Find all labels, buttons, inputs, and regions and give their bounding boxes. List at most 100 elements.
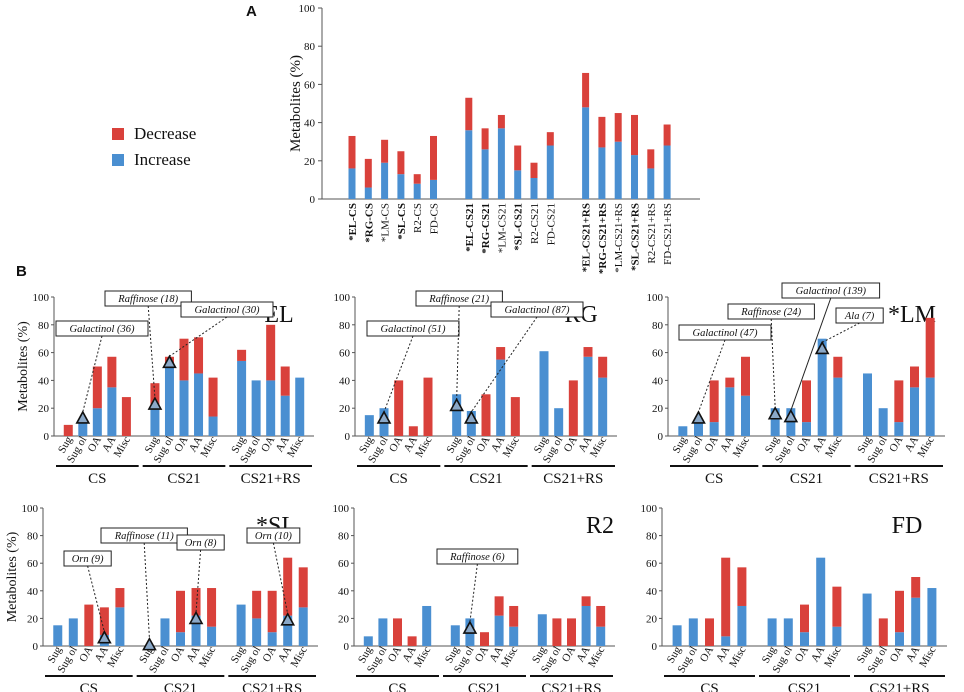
annotation-box: [781, 282, 881, 299]
triangle-marker: [147, 396, 163, 410]
x-tick-label: Misc: [198, 434, 219, 459]
bar-increase: [378, 618, 388, 646]
bar-decrease-r2-cs: [413, 174, 421, 184]
annotation-arrow: [87, 565, 105, 632]
bar-increase: [364, 415, 374, 436]
annotation-label: Galactinol (139): [796, 286, 867, 297]
y-tick-label: 20: [27, 613, 39, 625]
bar-decrease: [481, 394, 491, 436]
bar-increase: [688, 618, 698, 646]
y-tick-label: 0: [658, 431, 664, 443]
x-tick-label: Misc: [197, 644, 218, 669]
x-tick-label: *EL-CS21+RS: [581, 203, 593, 272]
triangle-marker: [463, 410, 479, 424]
decrease-swatch: [112, 128, 124, 140]
bar-decrease: [510, 397, 520, 436]
y-tick-label: 40: [27, 586, 39, 598]
bar-decrease: [598, 356, 608, 378]
bar-decrease: [208, 377, 218, 417]
x-tick-label: OA: [795, 434, 813, 454]
bar-decrease-fd-cs21-rs: [663, 124, 671, 146]
bar-increase: [927, 588, 937, 646]
x-tick-label: Misc: [586, 644, 607, 669]
annotation-box: [104, 290, 192, 307]
group-label: CS21+RS: [543, 471, 603, 487]
x-tick-label: OA: [387, 434, 405, 454]
bar-decrease-el-cs21: [465, 97, 473, 131]
y-tick-label: 80: [304, 41, 316, 53]
x-tick-label: FD-CS: [429, 203, 441, 234]
x-tick-label: Misc: [588, 434, 609, 459]
bar-decrease: [280, 366, 290, 396]
bar-decrease: [176, 590, 185, 633]
group-label: CS21: [469, 471, 502, 487]
x-tick-label: *SL-CS21: [513, 203, 525, 251]
x-tick-label: FD-CS21: [545, 203, 557, 245]
annotation-box: [55, 320, 149, 337]
annotation-box: [490, 301, 584, 318]
bar-increase-r2-cs21-rs: [647, 168, 655, 199]
bar-decrease-r2-cs21: [530, 162, 538, 178]
x-tick-label: *SL-CS21+RS: [630, 203, 642, 271]
y-tick-label: 100: [334, 292, 351, 304]
bar-decrease: [895, 590, 904, 633]
bar-increase: [802, 422, 811, 436]
x-tick-label: *RG-CS21: [480, 203, 492, 254]
triangle-marker: [767, 406, 783, 420]
annotation-label: Raffinose (6): [449, 552, 505, 563]
y-tick-label: 100: [299, 3, 316, 15]
bar-increase: [694, 422, 703, 436]
bar-decrease: [833, 356, 843, 378]
x-tick-label: Misc: [105, 644, 126, 669]
x-tick-label: Misc: [731, 434, 752, 459]
bar-decrease-sl-cs: [397, 151, 405, 175]
bar-increase: [194, 373, 204, 436]
bar-increase: [925, 377, 935, 436]
bar-decrease: [194, 337, 204, 374]
y-tick-label: 80: [646, 531, 658, 543]
annotation-box: [415, 290, 503, 307]
triangle-marker: [162, 354, 177, 369]
chart-a: 0 20 40 60 80 100 Metabolites (%) *EL-CS *RG-CS *…: [288, 3, 700, 274]
bar-decrease-fd-cs21: [546, 132, 554, 146]
annotation-box: [246, 527, 301, 544]
annotation-arrow: [456, 305, 460, 400]
x-tick-label: Misc: [501, 434, 522, 459]
y-tick-label: 0: [652, 641, 658, 653]
bar-increase: [207, 626, 217, 646]
annotation-box: [835, 307, 884, 324]
bar-increase: [770, 408, 780, 436]
bar-increase: [537, 614, 547, 646]
group-label: CS: [88, 471, 106, 487]
bar-decrease: [802, 380, 811, 423]
bar-decrease-rg-cs: [364, 158, 372, 188]
bar-increase: [160, 618, 170, 646]
bar-increase: [721, 636, 731, 646]
triangle-marker: [97, 630, 112, 644]
group-label: CS: [705, 471, 723, 487]
y-tick-label: 0: [310, 194, 316, 206]
bar-increase: [596, 626, 606, 646]
bar-decrease-el-cs: [348, 135, 356, 169]
x-tick-label: OA: [702, 434, 720, 454]
bar-decrease: [267, 590, 277, 633]
bar-increase: [298, 607, 308, 646]
annotation-arrow: [383, 335, 414, 413]
group-label: CS21+RS: [242, 681, 302, 692]
annotation-box: [180, 301, 274, 318]
bar-increase: [283, 615, 293, 646]
group-label: CS21: [788, 681, 821, 692]
bar-decrease: [496, 347, 506, 360]
x-tick-label: *LM-CS: [380, 203, 392, 242]
bar-increase-fd-cs: [430, 179, 437, 199]
bar-decrease: [721, 557, 731, 637]
bar-increase: [725, 387, 735, 436]
bar-decrease: [84, 604, 94, 646]
y-tick-label: 20: [339, 403, 351, 415]
group-label: CS21: [790, 471, 823, 487]
bar-increase: [894, 422, 904, 436]
group-label: CS: [700, 681, 718, 692]
triangle-marker: [280, 612, 296, 626]
